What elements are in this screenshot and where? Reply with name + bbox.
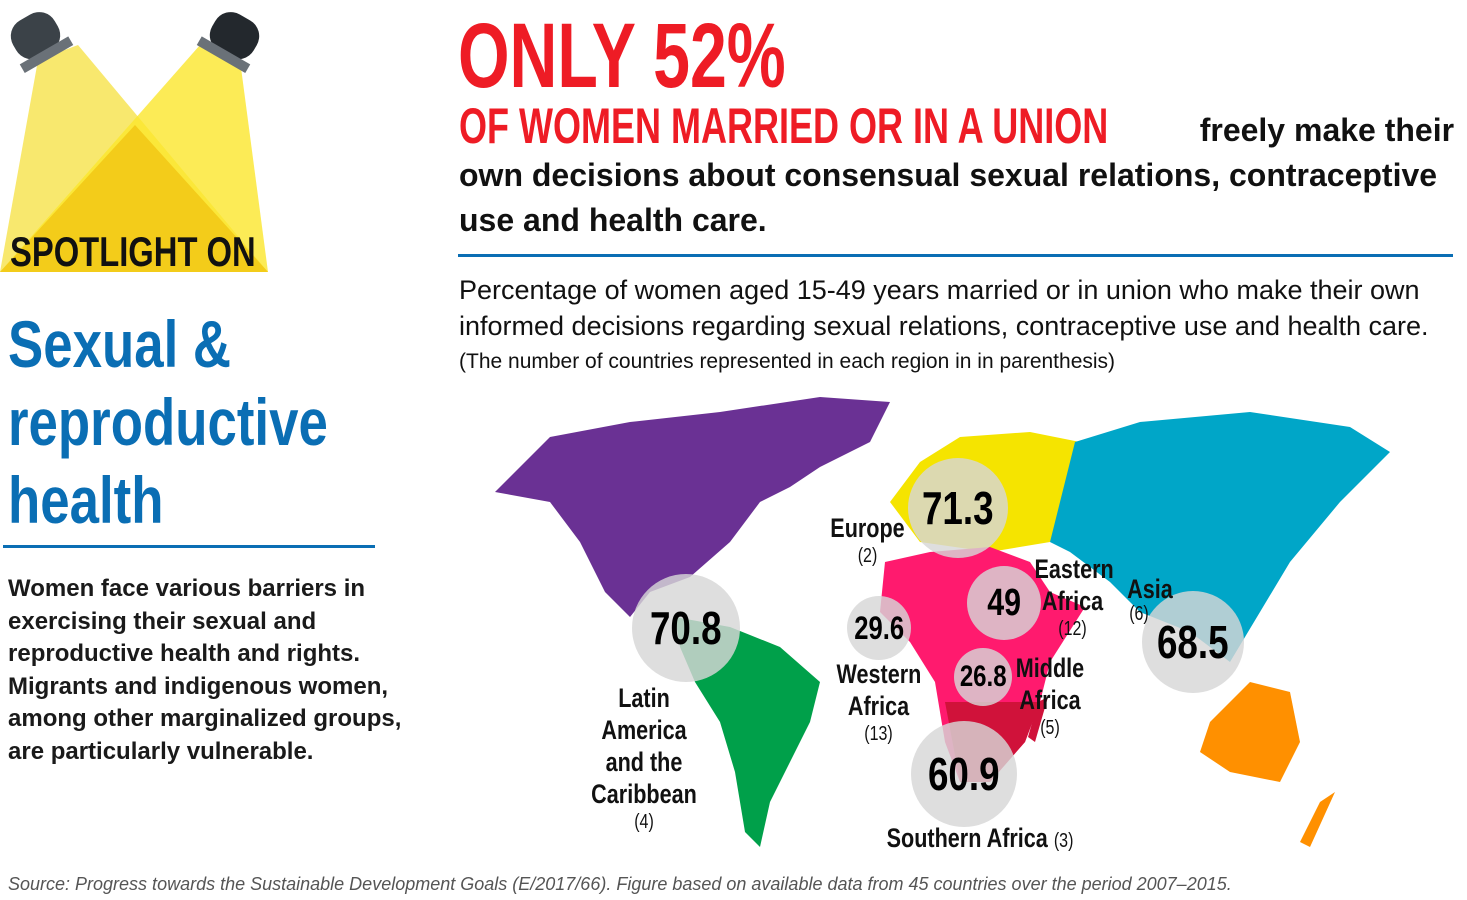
- bubble-latin-america: 70.8: [632, 574, 740, 682]
- bubble-southern-africa: 60.9: [911, 721, 1017, 827]
- figure-description: Percentage of women aged 15-49 years mar…: [459, 275, 1429, 341]
- figure-note: (The number of countries represented in …: [459, 350, 1116, 373]
- label-western-africa: Western Africa (13): [836, 659, 922, 745]
- label-europe: Europe (2): [830, 513, 905, 567]
- bubble-asia: 68.5: [1142, 591, 1244, 693]
- subhead-red: OF WOMEN MARRIED OR IN A UNION: [459, 98, 1109, 154]
- divider: [458, 254, 1453, 257]
- bubble-eastern-africa: 49: [967, 566, 1041, 640]
- spotlight-badge: SPOTLIGHT ON: [10, 228, 256, 275]
- bubble-middle-africa: 26.8: [954, 648, 1012, 706]
- section-title-line-1: Sexual &: [8, 307, 232, 381]
- map-madagascar: [1028, 697, 1048, 742]
- label-southern-africa: Southern Africa (3): [886, 823, 1074, 853]
- label-middle-africa: Middle Africa (5): [1015, 653, 1085, 739]
- spotlight-icon: [0, 12, 268, 272]
- map-asia: [1050, 412, 1390, 662]
- intro-paragraph: Women face various barriers in exercisin…: [8, 575, 402, 765]
- subhead-black: freely make their own decisions about co…: [459, 112, 1455, 238]
- source-note: Source: Progress towards the Sustainable…: [8, 874, 1232, 894]
- label-latin-america: Latin America and the Caribbean (4): [591, 683, 697, 833]
- section-title-line-2: reproductive: [8, 385, 328, 459]
- map-north-america: [495, 397, 890, 617]
- section-title-line-3: health: [8, 463, 164, 537]
- subheadline: OF WOMEN MARRIED OR IN A UNION freely ma…: [459, 98, 1459, 243]
- bubble-western-africa: 29.6: [847, 596, 911, 660]
- divider: [3, 545, 375, 548]
- bubble-europe: 71.3: [908, 458, 1008, 558]
- headline: ONLY 52%: [458, 5, 786, 107]
- label-eastern-africa: Eastern Africa (12): [1034, 554, 1114, 640]
- label-asia: Asia (6): [1127, 574, 1173, 625]
- map-oceania: [1200, 682, 1300, 782]
